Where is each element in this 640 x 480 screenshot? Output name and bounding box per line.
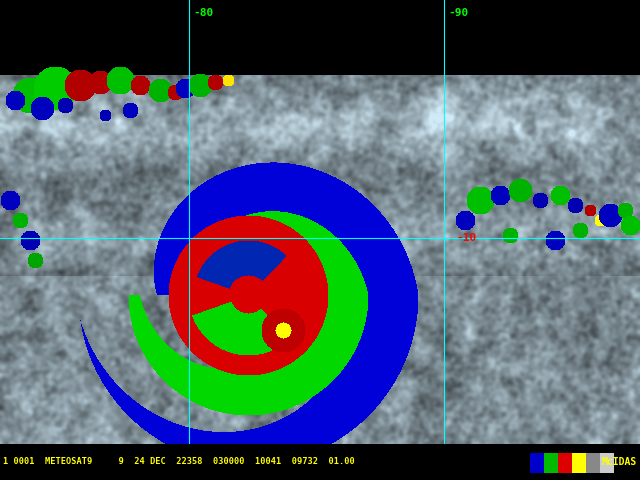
Text: -10: -10 [456,233,476,243]
Bar [600,453,614,473]
Text: 1 0001  METEOSAT9     9  24 DEC  22358  030000  10041  09732  01.00: 1 0001 METEOSAT9 9 24 DEC 22358 030000 1… [3,457,355,467]
Bar [586,453,600,473]
Text: -90: -90 [448,8,468,18]
Text: -80: -80 [193,8,213,18]
Bar [558,453,572,473]
Text: McIDAS: McIDAS [602,457,637,467]
Bar [572,453,586,473]
Bar [544,453,558,473]
Bar [530,453,544,473]
